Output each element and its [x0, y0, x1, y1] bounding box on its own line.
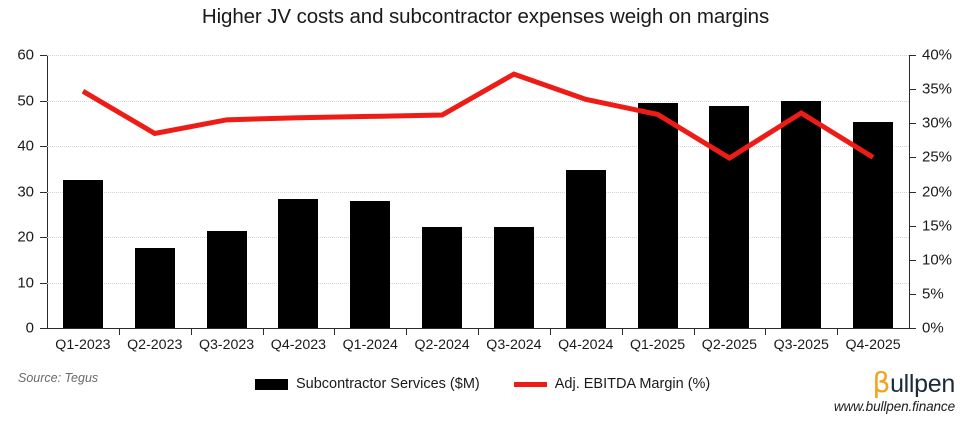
x-axis-tick: [262, 328, 264, 335]
left-axis-tick: [40, 191, 47, 193]
left-axis-tick: [40, 328, 47, 329]
brand-url: www.bullpen.finance: [833, 399, 955, 415]
left-axis-tick: [40, 55, 47, 56]
x-axis-tick: [478, 328, 479, 335]
right-axis-tick: [909, 55, 916, 56]
x-axis-tick-label: Q1-2023: [55, 337, 111, 353]
x-axis-tick: [837, 328, 839, 335]
gridline: [47, 146, 909, 147]
brand-wordmark: ullpen: [890, 370, 955, 398]
x-axis-tick-label: Q4-2023: [270, 337, 327, 353]
bar: [422, 226, 462, 328]
chart-legend: Subcontractor Services ($M) Adj. EBITDA …: [255, 376, 710, 392]
legend-label-margin: Adj. EBITDA Margin (%): [554, 376, 711, 392]
left-axis-tick: [40, 282, 47, 284]
left-axis-tick-label: 60: [17, 46, 34, 64]
x-axis-tick: [621, 328, 623, 335]
x-axis-tick: [406, 328, 408, 335]
x-axis-tick: [118, 328, 120, 335]
right-axis-tick-label: 20%: [922, 183, 953, 200]
bar: [493, 227, 534, 328]
left-axis-tick: [40, 237, 47, 238]
bar: [709, 105, 750, 328]
right-axis-tick-label: 5%: [922, 285, 944, 303]
right-axis-tick-label: 30%: [922, 114, 953, 132]
brand-block: βullpen www.bullpen.finance: [833, 368, 955, 415]
bar: [206, 230, 247, 328]
chart-title: Higher JV costs and subcontractor expens…: [201, 5, 770, 28]
gridline: [47, 191, 909, 193]
bar-swatch-icon: [255, 378, 288, 390]
x-axis-tick: [549, 328, 551, 335]
right-axis-tick: [909, 225, 916, 227]
x-axis-tick-label: Q3-2025: [773, 337, 829, 353]
gridline: [47, 100, 909, 102]
legend-item-margin: Adj. EBITDA Margin (%): [513, 376, 711, 392]
bar: [565, 170, 606, 328]
x-axis-tick-label: Q3-2023: [198, 337, 255, 353]
source-note: Source: Tegus: [18, 371, 99, 385]
x-axis-tick-label: Q4-2024: [558, 337, 614, 353]
bar: [278, 198, 319, 328]
x-axis-tick: [693, 328, 695, 335]
left-axis-tick-label: 30: [17, 183, 34, 200]
gridline: [47, 282, 909, 284]
right-axis-tick: [909, 293, 916, 295]
left-axis-tick-label: 20: [17, 228, 34, 246]
right-axis-tick-label: 25%: [922, 148, 953, 166]
bar: [781, 101, 822, 328]
x-axis-tick-label: Q3-2024: [486, 337, 542, 353]
x-axis-tick-label: Q2-2024: [414, 337, 470, 353]
right-axis-tick: [909, 259, 916, 261]
legend-label-subcontractor: Subcontractor Services ($M): [296, 376, 480, 392]
right-axis-tick-label: 10%: [922, 251, 953, 269]
bar: [637, 102, 678, 328]
x-axis-tick-label: Q4-2025: [845, 337, 901, 353]
left-axis-tick-label: 0: [25, 319, 34, 337]
gridline: [47, 237, 909, 238]
x-axis-tick-label: Q2-2023: [127, 337, 183, 353]
x-axis-tick: [334, 328, 336, 335]
left-axis-tick-label: 40: [17, 137, 34, 155]
left-axis-tick-label: 50: [17, 92, 34, 109]
legend-item-subcontractor: Subcontractor Services ($M): [255, 376, 480, 392]
line-swatch-icon: [513, 381, 547, 387]
left-axis-tick-label: 10: [17, 274, 34, 291]
right-axis-tick-label: 35%: [922, 80, 953, 98]
right-axis-tick: [909, 123, 916, 125]
right-axis-tick-label: 0%: [922, 319, 944, 337]
x-axis-tick-label: Q1-2025: [629, 337, 686, 353]
gridline: [47, 55, 909, 56]
x-axis-tick-label: Q1-2024: [342, 337, 398, 353]
left-axis-tick: [40, 146, 47, 147]
right-axis-tick-label: 15%: [922, 217, 953, 235]
bar: [134, 248, 175, 328]
beta-glyph-icon: β: [872, 366, 891, 399]
brand-logo: βullpen: [834, 368, 955, 397]
line-series: [81, 71, 875, 161]
right-axis-tick: [909, 89, 916, 91]
right-axis-tick-label: 40%: [922, 46, 953, 64]
right-axis-tick: [909, 191, 916, 193]
left-axis-tick: [40, 100, 47, 102]
plot-area: [47, 55, 909, 328]
right-axis-tick: [909, 328, 916, 329]
bar: [62, 180, 103, 328]
x-axis-tick: [190, 328, 192, 335]
margin-line: [81, 71, 875, 161]
x-axis-tick: [765, 328, 767, 335]
x-axis-tick-label: Q2-2025: [701, 337, 758, 353]
bar: [350, 200, 391, 328]
right-axis-tick: [909, 157, 916, 159]
